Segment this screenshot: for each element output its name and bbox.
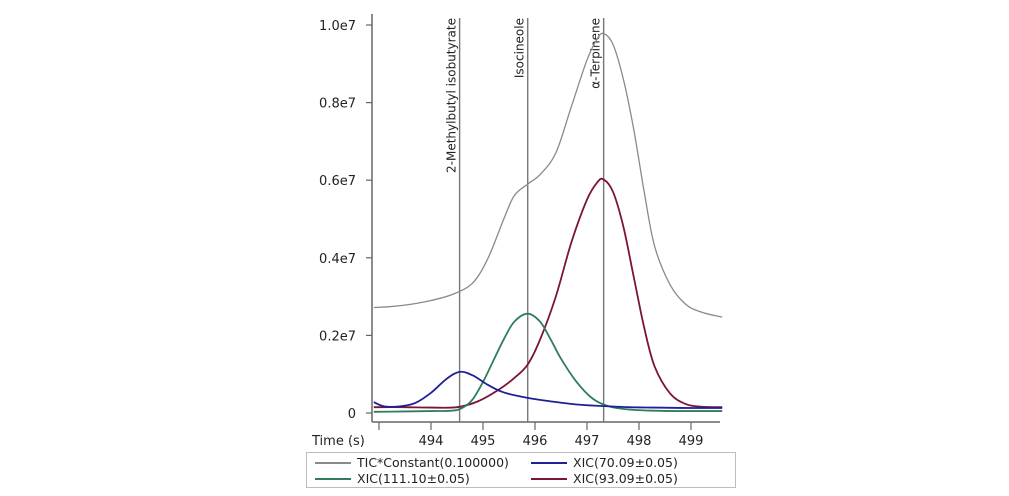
series-lines <box>373 32 723 413</box>
y-tick-label: 0.2e7 <box>319 329 356 344</box>
legend-swatch <box>315 477 351 480</box>
legend-label: XIC(93.09±0.05) <box>573 471 678 486</box>
y-tick-label: 1.0e7 <box>319 19 356 34</box>
legend-label: XIC(111.10±0.05) <box>357 471 470 486</box>
marker-label: 2-Methylbutyl isobutyrate <box>445 18 459 173</box>
legend-item-xic111: XIC(111.10±0.05) <box>315 471 470 486</box>
y-tick-label: 0.6e7 <box>319 174 356 189</box>
marker-label: Isocineole <box>513 18 527 78</box>
x-tick-label: 497 <box>575 434 600 449</box>
y-tick-label: 0.4e7 <box>319 252 356 267</box>
legend-swatch <box>531 477 567 480</box>
legend-swatch <box>315 461 351 464</box>
series-line <box>373 32 723 318</box>
x-tick-label: 494 <box>419 434 444 449</box>
legend-swatch <box>531 461 567 464</box>
legend-item-xic70: XIC(70.09±0.05) <box>531 455 678 470</box>
compound-markers: 2-Methylbutyl isobutyrate Isocineole α-Ter… <box>445 18 605 422</box>
marker-label: α-Terpinene <box>589 18 603 89</box>
x-tick-label: 496 <box>523 434 548 449</box>
x-axis-label: Time (s) <box>311 434 365 449</box>
legend-label: XIC(70.09±0.05) <box>573 455 678 470</box>
y-tick-label: 0.8e7 <box>319 97 356 112</box>
legend: TIC*Constant(0.100000) XIC(70.09±0.05) X… <box>306 452 736 488</box>
x-axis: 494 495 496 497 498 499 <box>372 421 720 449</box>
series-line <box>373 312 723 413</box>
x-tick-label: 498 <box>627 434 652 449</box>
series-line <box>373 177 723 409</box>
y-tick-label: 0 <box>348 407 356 422</box>
legend-item-tic: TIC*Constant(0.100000) <box>315 455 509 470</box>
series-line <box>373 370 723 409</box>
legend-item-xic93: XIC(93.09±0.05) <box>531 471 678 486</box>
x-tick-label: 495 <box>471 434 496 449</box>
x-tick-label: 499 <box>679 434 704 449</box>
y-axis: 0 0.2e7 0.4e7 0.6e7 0.8e7 1.0e7 <box>319 14 373 422</box>
legend-label: TIC*Constant(0.100000) <box>357 455 509 470</box>
